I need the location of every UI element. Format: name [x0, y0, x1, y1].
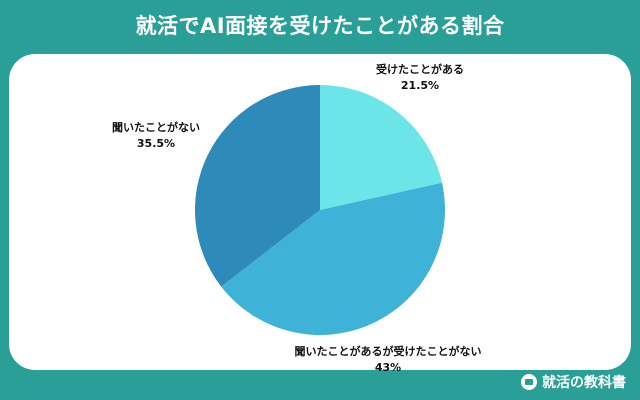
- slice-label-0: 受けたことがある 21.5%: [360, 62, 480, 94]
- brand-name: 就活の教科書: [542, 375, 626, 391]
- slice-name-0: 受けたことがある: [376, 63, 464, 76]
- slice-value-1: 43%: [374, 361, 402, 374]
- slice-value-0: 21.5%: [400, 79, 440, 92]
- slice-name-1: 聞いたことがあるが受けたことがない: [294, 345, 482, 358]
- chart-title: 就活でAI面接を受けたことがある割合: [135, 14, 505, 38]
- pie-slice-2: [195, 85, 320, 287]
- book-icon: [521, 374, 537, 390]
- slice-name-2: 聞いたことがない: [112, 121, 200, 134]
- slice-label-2: 聞いたことがない 35.5%: [96, 120, 216, 152]
- pie-slice-1: [221, 182, 446, 335]
- slice-value-2: 35.5%: [136, 137, 176, 150]
- slice-label-1: 聞いたことがあるが受けたことがない 43%: [268, 344, 508, 376]
- pie-slice-0: [320, 85, 442, 210]
- brand-logo: 就活の教科書: [521, 372, 626, 392]
